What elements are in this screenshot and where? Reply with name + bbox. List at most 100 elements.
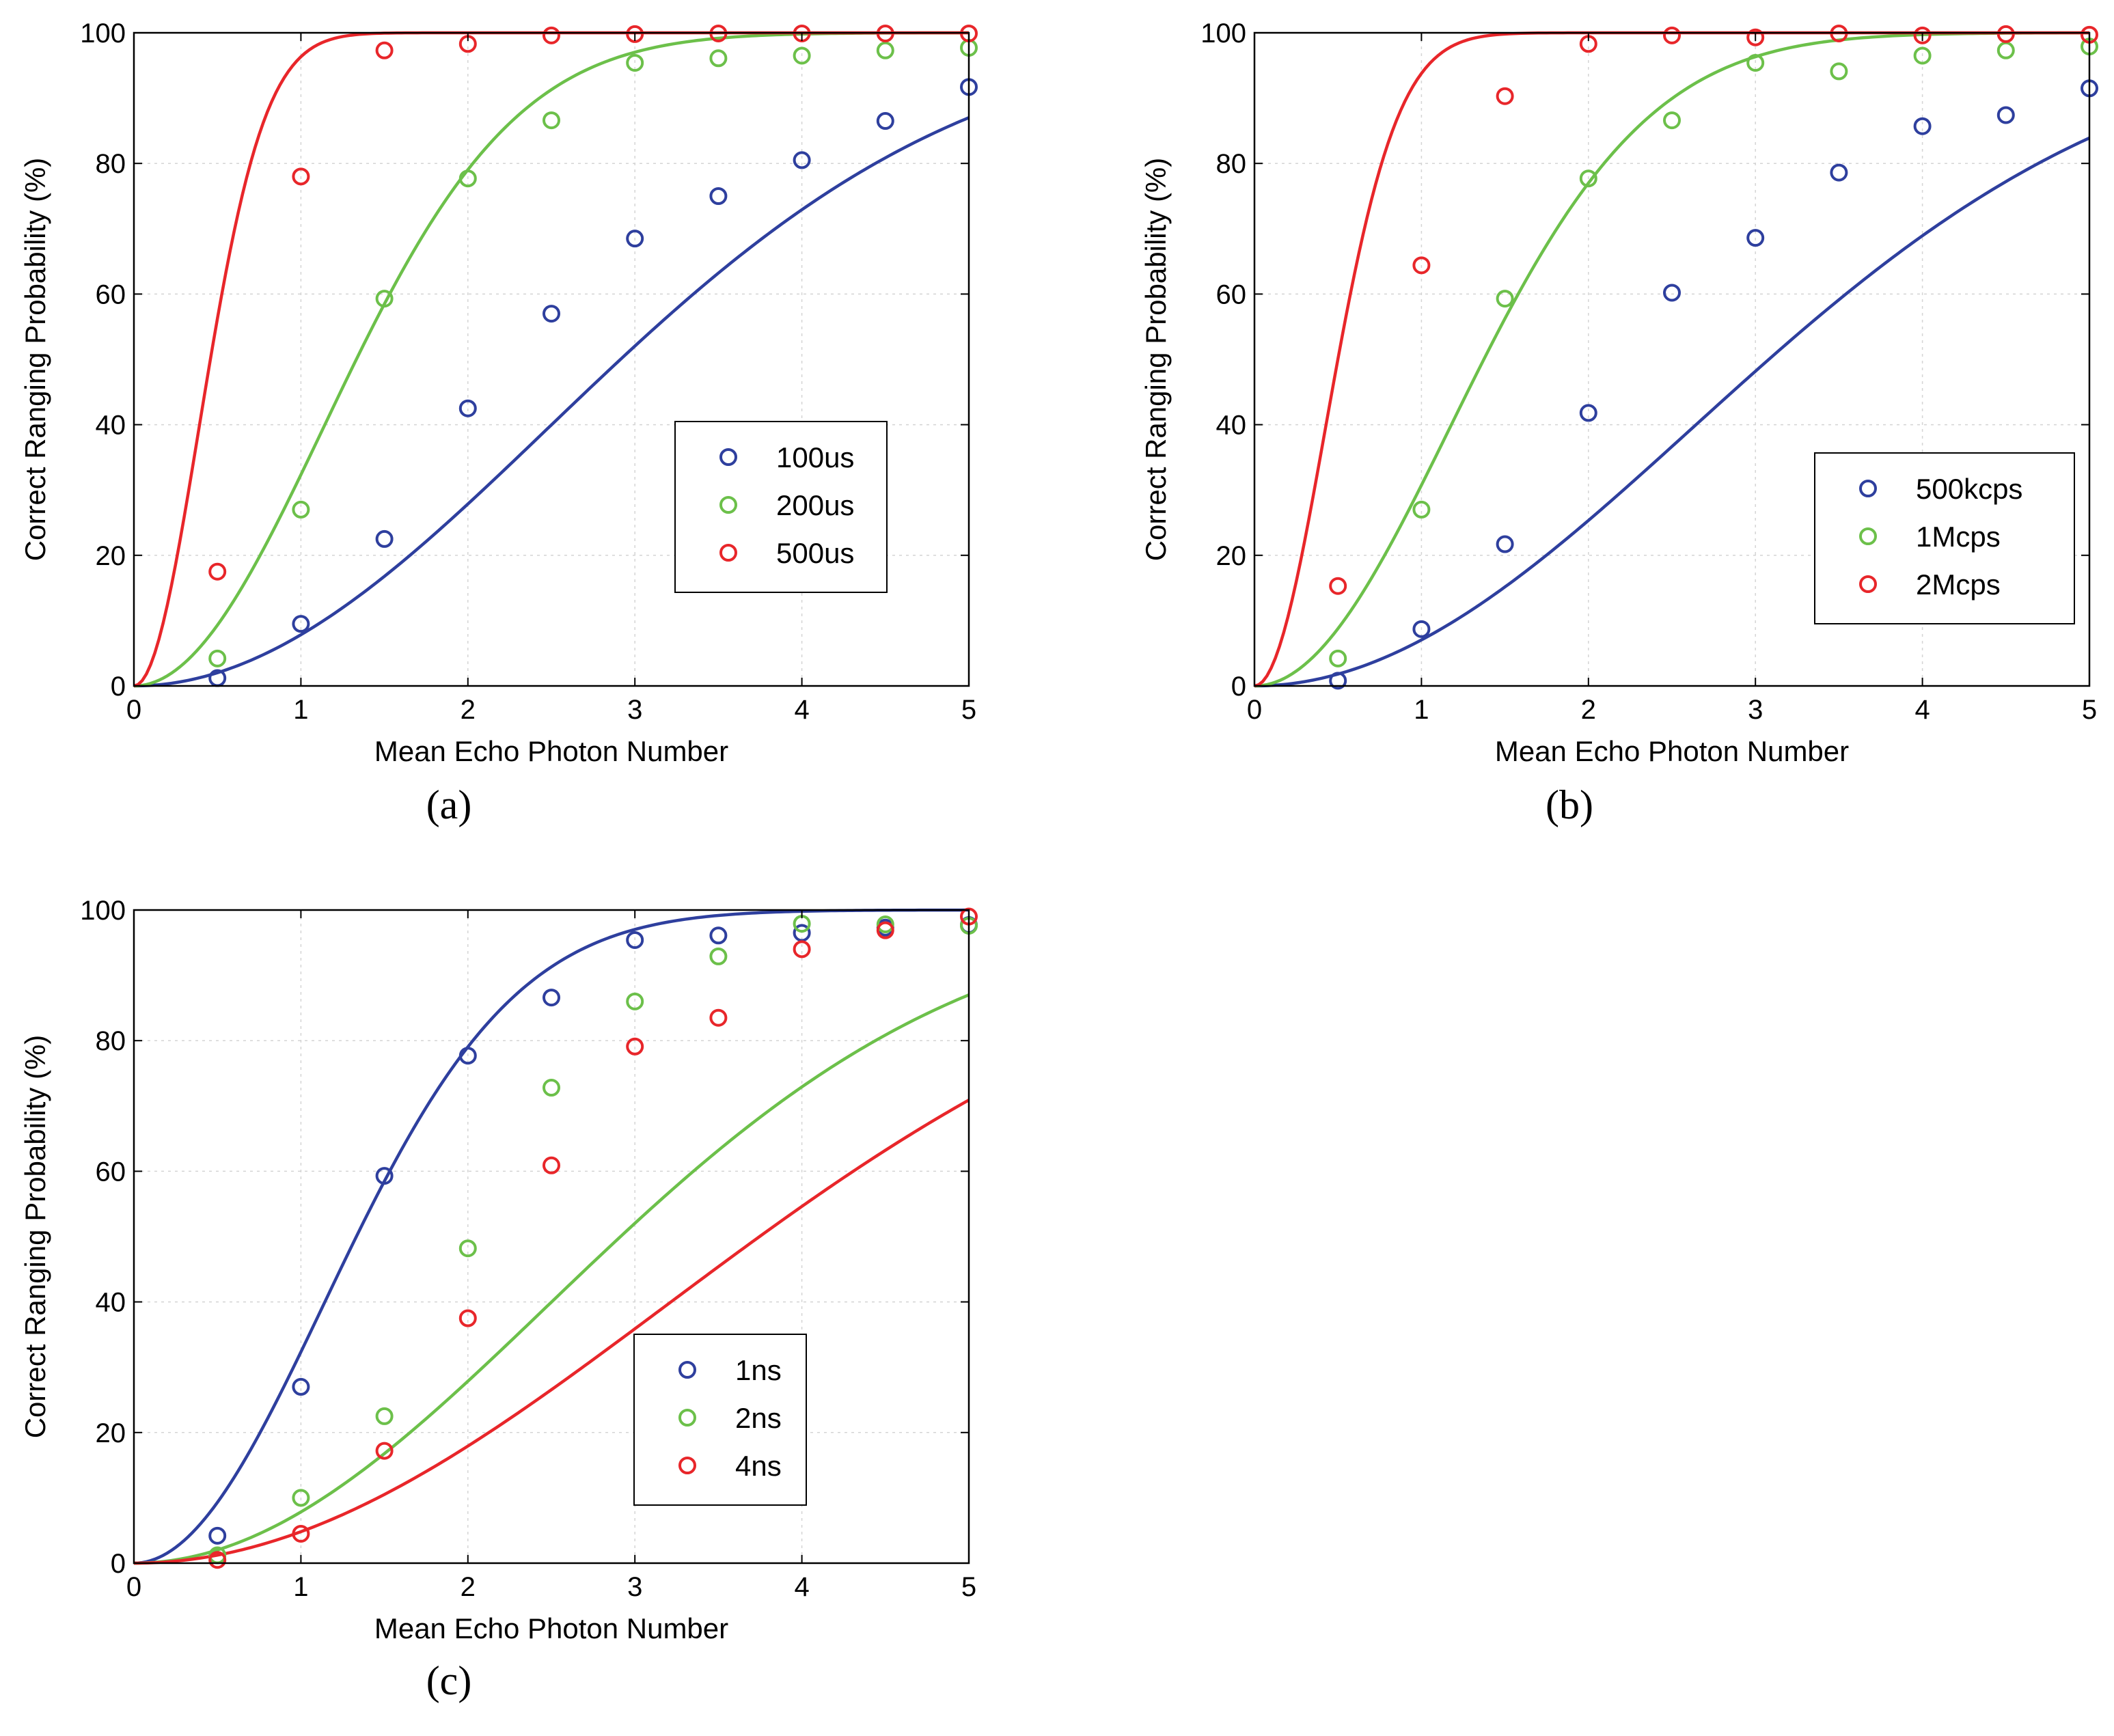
data-point-1ns-1 (292, 1377, 310, 1396)
legend-label-500kcps: 500kcps (1916, 473, 2022, 505)
y-tick-label: 20 (1216, 541, 1247, 571)
legend-marker-1ns (678, 1361, 696, 1379)
data-point-200us-2 (458, 169, 477, 188)
data-point-1ns-3.5 (709, 926, 728, 945)
data-point-100us-3.5 (709, 187, 728, 205)
legend-marker-2ns (678, 1409, 696, 1427)
data-point-1Mcps-1 (1412, 500, 1431, 519)
data-point-4ns-2 (458, 1309, 477, 1327)
data-point-1Mcps-0.5 (1329, 649, 1347, 667)
legend-marker-2Mcps (1859, 575, 1877, 593)
data-point-2Mcps-4 (1913, 26, 1932, 44)
data-point-100us-4.5 (876, 112, 894, 130)
legend-box (633, 1334, 807, 1506)
data-point-4ns-1.5 (375, 1442, 394, 1460)
x-tick-label: 0 (126, 1572, 141, 1602)
data-point-100us-4 (793, 151, 811, 169)
x-tick-label: 2 (1581, 695, 1596, 725)
data-point-100us-3 (626, 230, 644, 248)
legend-label-4ns: 4ns (735, 1450, 782, 1482)
data-point-4ns-3.5 (709, 1008, 728, 1027)
x-tick-label: 3 (627, 695, 642, 725)
data-point-100us-1 (292, 615, 310, 633)
x-axis-label: Mean Echo Photon Number (1495, 735, 1849, 767)
data-point-4ns-0.5 (208, 1551, 227, 1569)
plot-frame (133, 909, 970, 1565)
x-tick-label: 1 (293, 1572, 308, 1602)
data-point-1Mcps-4 (1913, 46, 1932, 65)
data-point-2Mcps-1.5 (1496, 87, 1514, 105)
data-point-100us-2.5 (543, 305, 560, 323)
data-point-500kcps-2 (1579, 404, 1597, 422)
x-tick-label: 3 (1748, 695, 1763, 725)
data-point-4ns-4 (793, 940, 811, 959)
data-point-2Mcps-1 (1412, 256, 1431, 275)
data-point-2Mcps-3 (1746, 28, 1765, 46)
legend-marker-1Mcps (1859, 527, 1877, 545)
x-tick-label: 4 (1914, 695, 1930, 725)
x-tick-label: 4 (794, 695, 809, 725)
y-tick-label: 60 (96, 1157, 126, 1187)
chart-panel-2: 0 1 2 3 4 5 0 20 40 60 80 100 Mean Echo Photon Numbe… (1140, 18, 2098, 827)
legend-marker-500kcps (1859, 480, 1877, 497)
data-point-200us-0.5 (208, 649, 227, 667)
y-tick-label: 0 (111, 1549, 126, 1579)
data-point-1Mcps-1.5 (1496, 290, 1514, 308)
x-tick-label: 5 (2082, 695, 2097, 725)
y-tick-label: 60 (96, 279, 126, 309)
data-point-200us-1.5 (375, 290, 394, 308)
legend-box (1814, 452, 2075, 624)
data-point-1ns-2.5 (543, 989, 560, 1007)
data-point-1Mcps-2.5 (1663, 111, 1681, 130)
data-point-1Mcps-4.5 (1996, 41, 2015, 59)
x-tick-label: 4 (794, 1572, 809, 1602)
y-tick-label: 80 (96, 1026, 126, 1056)
data-point-2ns-1.5 (375, 1407, 394, 1425)
data-point-1ns-3 (626, 931, 644, 949)
data-point-500kcps-1.5 (1496, 535, 1514, 553)
legend-label-2ns: 2ns (735, 1402, 782, 1434)
legend-label-1Mcps: 1Mcps (1916, 521, 2001, 553)
y-axis-label: Correct Ranging Probability (%) (19, 158, 51, 562)
data-point-1Mcps-3.5 (1830, 62, 1848, 81)
data-point-500us-0.5 (208, 562, 227, 581)
chart-panel-1: 0 1 2 3 4 5 0 20 40 60 80 100 Mean Echo Photon Numbe… (19, 18, 978, 827)
x-tick-label: 3 (627, 1572, 642, 1602)
x-axis-label: Mean Echo Photon Number (374, 735, 728, 767)
data-point-500us-1 (292, 167, 310, 186)
y-tick-label: 20 (96, 541, 126, 571)
legend-marker-100us (719, 448, 737, 466)
y-tick-label: 80 (96, 149, 126, 179)
data-point-200us-3.5 (709, 49, 728, 68)
data-point-100us-2 (458, 399, 477, 417)
legend-label-200us: 200us (776, 489, 854, 521)
fit-line-500kcps (1254, 136, 2090, 688)
data-point-2ns-2 (458, 1239, 477, 1258)
fit-line-100us (133, 116, 970, 688)
y-tick-label: 60 (1216, 279, 1247, 309)
data-point-1ns-2 (458, 1047, 477, 1065)
y-tick-label: 40 (1216, 411, 1247, 441)
grid (1254, 33, 2089, 686)
data-point-200us-2.5 (543, 111, 560, 130)
data-point-500kcps-4.5 (1996, 106, 2015, 124)
data-point-500kcps-1 (1412, 620, 1431, 638)
data-point-4ns-3 (626, 1037, 644, 1056)
y-tick-label: 0 (1231, 672, 1246, 702)
data-point-200us-4 (793, 46, 811, 65)
data-point-500us-1.5 (375, 41, 394, 59)
data-point-2ns-3 (626, 992, 644, 1010)
data-point-4ns-1 (292, 1524, 310, 1543)
data-point-500kcps-3 (1746, 229, 1765, 247)
fit-line-2ns (133, 993, 970, 1565)
data-point-2Mcps-0.5 (1329, 577, 1347, 595)
legend-label-100us: 100us (776, 441, 854, 473)
legend: 1ns 2ns 4ns (633, 1334, 807, 1506)
data-point-4ns-4.5 (876, 921, 894, 939)
grid (134, 910, 969, 1563)
data-point-2ns-2.5 (543, 1079, 560, 1097)
y-tick-label: 0 (111, 672, 126, 702)
plot-frame (1253, 31, 2091, 687)
x-tick-label: 5 (961, 695, 976, 725)
